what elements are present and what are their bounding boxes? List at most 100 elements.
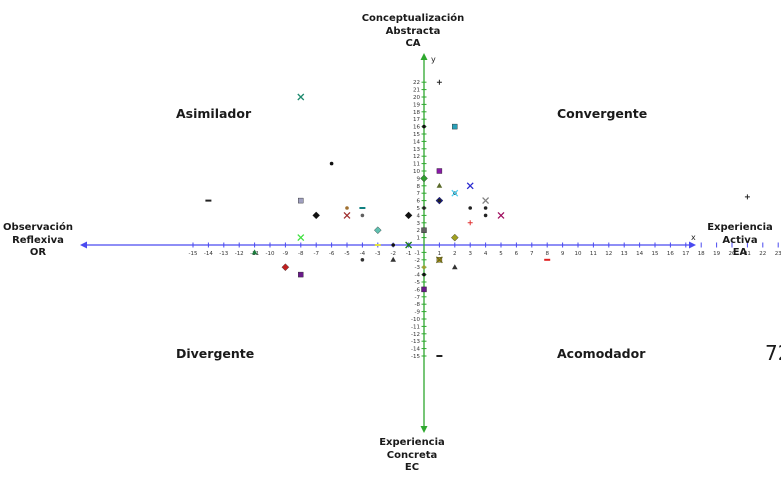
y-tick-label: -2	[415, 258, 420, 264]
y-tick-label: 9	[417, 176, 421, 182]
data-point-dot	[483, 213, 488, 218]
data-point-x	[466, 182, 474, 190]
x-tick-label: -4	[360, 251, 366, 257]
y-tick-label: 22	[413, 80, 420, 86]
data-point-plus	[436, 79, 442, 85]
y-tick-label: 19	[413, 102, 420, 108]
ticks-group: -15-14-13-12-11-10-9-8-7-6-5-4-3-2-11234…	[189, 80, 781, 360]
axis-label-top-line1: Conceptualización	[361, 13, 465, 24]
x-tick-label: 10	[575, 251, 582, 257]
y-tick-label: 18	[413, 110, 420, 116]
x-tick-label: 17	[682, 251, 689, 257]
axis-label-top-line3: CA	[405, 38, 421, 49]
x-tick-label: -6	[329, 251, 335, 257]
data-point-dot	[422, 124, 426, 129]
x-tick-label: -5	[344, 251, 350, 257]
y-tick-label: 15	[413, 132, 420, 138]
x-tick-label: 20	[729, 251, 736, 257]
axis-label-bottom-line1: Experiencia	[379, 437, 445, 448]
axes-group: xy	[80, 53, 696, 433]
data-point-diamond	[420, 174, 428, 183]
x-axis-letter: x	[691, 233, 696, 242]
data-point-square	[421, 227, 427, 233]
x-tick-label: 5	[499, 251, 503, 257]
y-tick-label: 3	[417, 221, 421, 227]
y-tick-label: -1	[415, 250, 420, 256]
x-tick-label: 22	[759, 251, 766, 257]
axis-label-right-line1: Experiencia	[707, 222, 773, 233]
axis-label-right-line3: EA	[732, 247, 748, 258]
x-tick-label: 18	[698, 251, 705, 257]
y-axis-arrow-bottom	[420, 426, 428, 433]
axis-label-left-line3: OR	[29, 247, 47, 258]
x-tick-label: -14	[204, 251, 213, 257]
axis-label-top-line2: Abstracta	[385, 25, 441, 37]
points-group	[205, 79, 750, 357]
y-tick-label: 14	[413, 139, 420, 145]
x-tick-label: -13	[219, 251, 228, 257]
axis-label-bottom-line3: EC	[404, 462, 420, 473]
x-tick-label: -7	[313, 251, 319, 257]
data-point-square	[452, 123, 458, 130]
x-tick-label: 2	[453, 251, 457, 257]
data-point-plus	[744, 194, 750, 200]
y-tick-label: 20	[413, 95, 420, 101]
data-point-square	[298, 271, 304, 278]
x-tick-label: -12	[235, 251, 244, 257]
y-tick-label: 8	[417, 184, 421, 190]
data-point-diamond	[404, 211, 413, 220]
data-point-dot	[422, 272, 426, 277]
x-tick-label: -9	[283, 251, 289, 257]
data-point-triangle	[452, 264, 458, 270]
axis-label-right-line2: Activa	[722, 234, 758, 246]
axis-label-left: Observación Reflexiva OR	[0, 222, 76, 260]
y-tick-label: 7	[417, 191, 421, 197]
x-tick-label: 4	[484, 251, 488, 257]
page-number-fragment: 72	[765, 341, 781, 365]
x-axis-arrow-right	[689, 241, 696, 249]
x-tick-label: 13	[621, 251, 628, 257]
data-point-diamond	[451, 233, 459, 242]
data-point-x	[482, 197, 490, 205]
x-tick-label: 19	[713, 251, 720, 257]
y-tick-label: -4	[415, 273, 421, 279]
y-tick-label: 11	[413, 162, 420, 168]
data-point-dot	[437, 198, 442, 203]
x-tick-label: 8	[545, 251, 549, 257]
data-point-triangle	[390, 256, 396, 262]
y-tick-label: 6	[417, 199, 421, 205]
y-tick-label: -11	[411, 324, 420, 330]
x-tick-label: 16	[667, 251, 674, 257]
data-point-diamond	[374, 226, 382, 234]
y-tick-label: 13	[413, 147, 420, 153]
quadrant-label-convergente: Convergente	[557, 106, 648, 121]
data-point-dot	[360, 213, 365, 218]
y-axis-arrow-top	[420, 53, 428, 60]
data-point-square	[421, 286, 427, 293]
quadrant-label-asimilador: Asimilador	[176, 106, 252, 121]
data-point-dot	[483, 206, 488, 210]
y-tick-label: -14	[411, 347, 420, 353]
y-axis-letter: y	[431, 55, 436, 64]
x-tick-label: -8	[298, 251, 304, 257]
data-point-diamond	[312, 211, 320, 220]
data-point-square	[298, 197, 304, 204]
axis-label-right: Experiencia Activa EA	[704, 222, 776, 260]
data-point-dot	[468, 206, 473, 210]
x-tick-label: -2	[390, 251, 395, 257]
y-tick-label: 21	[413, 88, 420, 94]
y-tick-label: 4	[417, 213, 421, 219]
y-tick-label: 2	[417, 228, 421, 234]
x-tick-label: 7	[530, 251, 534, 257]
x-tick-label: 23	[775, 251, 781, 257]
x-tick-label: 9	[561, 251, 565, 257]
quadrant-label-acomodador: Acomodador	[557, 346, 646, 361]
x-tick-label: 15	[652, 251, 659, 257]
data-point-x	[451, 189, 459, 197]
x-tick-label: -1	[406, 251, 411, 257]
quadrant-label-divergente: Divergente	[176, 346, 255, 361]
x-tick-label: 3	[468, 251, 472, 257]
axis-label-bottom-line2: Concreta	[386, 449, 438, 461]
x-tick-label: 14	[636, 251, 643, 257]
